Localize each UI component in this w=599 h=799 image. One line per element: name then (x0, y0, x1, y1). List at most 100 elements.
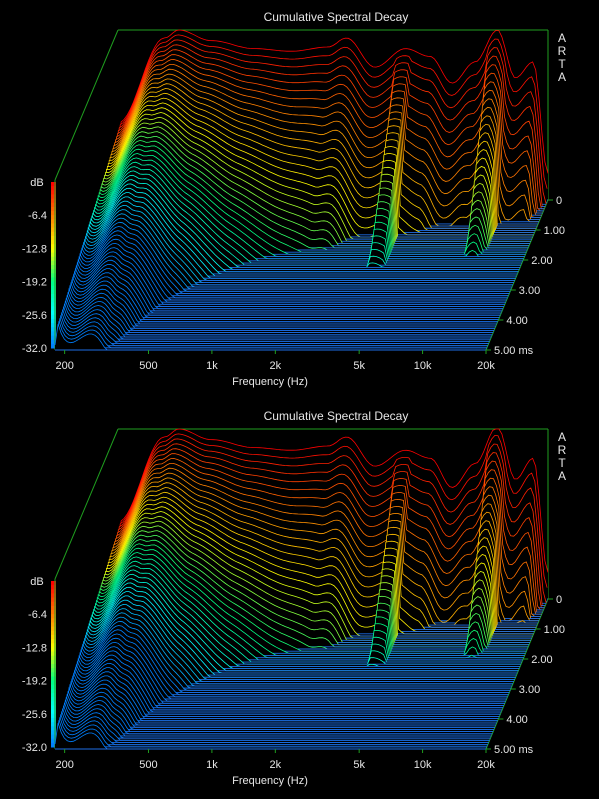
colorbar-segment (51, 265, 56, 270)
colorbar-segment (51, 206, 56, 212)
brand-letter: A (558, 31, 566, 45)
decay-slice (107, 83, 539, 225)
time-tick-label: 0 (556, 195, 562, 207)
colorbar-segment (51, 223, 56, 229)
colorbar-segment (51, 705, 56, 711)
colorbar-segment (51, 318, 56, 324)
colorbar-segment (51, 688, 56, 694)
decay-slice (114, 443, 546, 606)
colorbar-segment (51, 664, 56, 669)
colorbar-segment (51, 651, 56, 657)
colorbar-segment (51, 697, 56, 702)
chart-title: Cumulative Spectral Decay (264, 10, 409, 24)
decay-slice (112, 458, 543, 613)
brand-letter: A (558, 430, 566, 444)
time-ticks: 0 1.00 2.00 3.00 4.00 5.00 ms (486, 594, 565, 756)
colorbar-segment (51, 738, 56, 744)
colorbar-segment (51, 672, 56, 677)
colorbar-segment (51, 639, 56, 644)
z-tick-label: -32.0 (22, 742, 47, 754)
colorbar-segment (51, 713, 56, 719)
z-tick-label: -25.6 (22, 709, 47, 721)
x-ticks: 200 500 1k 2k 5k 10k 20k (55, 749, 495, 771)
colorbar-segment (51, 585, 56, 590)
x-tick-label: 2k (270, 759, 282, 771)
colorbar-segment (51, 709, 56, 715)
slice-fill (87, 587, 518, 673)
colorbar-segment (51, 248, 56, 254)
colorbar-segment (51, 302, 56, 307)
x-tick-label: 20k (477, 360, 495, 372)
colorbar-segment (51, 659, 56, 665)
x-tick-label: 5k (353, 759, 365, 771)
colorbar-segment (51, 289, 56, 295)
z-tick-label: -25.6 (22, 310, 47, 322)
colorbar-segment (51, 240, 56, 245)
axis-line (54, 428, 119, 580)
colorbar-segment (51, 306, 56, 312)
colorbar-segment (51, 581, 56, 586)
decay-slice (112, 59, 543, 214)
colorbar-segment (51, 343, 56, 349)
decay-slice (115, 438, 547, 604)
colorbar-segment (51, 235, 56, 241)
colorbar-segment (51, 726, 56, 731)
brand-letter: R (558, 44, 567, 58)
colorbar-segment (51, 701, 56, 706)
colorbar-segment (51, 676, 56, 682)
colorbar-segment (51, 335, 56, 341)
colorbar-segment (51, 684, 56, 690)
colorbar (51, 182, 56, 349)
decay-slice (113, 448, 545, 609)
axis-line (485, 598, 549, 750)
colorbar-segment (51, 643, 56, 648)
colorbar-segment (51, 244, 56, 249)
x-tick-label: 5k (353, 360, 365, 372)
x-tick-label: 10k (414, 360, 432, 372)
chart-title: Cumulative Spectral Decay (264, 409, 409, 423)
colorbar-segment (51, 610, 56, 615)
colorbar-segment (51, 202, 56, 208)
colorbar-segment (51, 227, 56, 233)
colorbar-segment (51, 622, 56, 628)
time-tick-label: 5.00 ms (494, 744, 534, 756)
colorbar-segment (51, 277, 56, 283)
colorbar-segment (51, 742, 56, 748)
time-tick-label: 5.00 ms (494, 345, 534, 357)
colorbar-segment (51, 626, 56, 632)
colorbar-segment (51, 215, 56, 220)
time-tick-label: 4.00 (506, 315, 527, 327)
colorbar-segment (51, 194, 56, 200)
axis-line (485, 199, 549, 351)
decay-slices (54, 29, 549, 351)
decay-slice (117, 428, 549, 573)
time-tick-label: 1.00 (544, 624, 565, 636)
colorbar-segment (51, 260, 56, 266)
z-tick-label: -19.2 (22, 676, 47, 688)
decay-slice (113, 49, 545, 210)
colorbar-segment (51, 327, 56, 332)
colorbar-segment (51, 182, 56, 187)
slice-fill (55, 324, 486, 350)
decay-slice (109, 73, 540, 220)
time-tick-label: 2.00 (531, 255, 552, 267)
z-tick-label: -32.0 (22, 343, 47, 355)
colorbar-segment (51, 630, 56, 636)
colorbar-segment (51, 190, 56, 195)
time-tick-label: 1.00 (544, 225, 565, 237)
brand-letter: T (558, 456, 566, 470)
decay-slice (111, 463, 542, 615)
colorbar-segment (51, 219, 56, 224)
brand-letter: A (558, 469, 566, 483)
colorbar-segment (51, 211, 56, 216)
decay-slice (106, 88, 538, 227)
x-tick-label: 20k (477, 759, 495, 771)
colorbar-segment (51, 605, 56, 611)
x-axis-label: Frequency (Hz) (232, 775, 308, 787)
colorbar-segment (51, 252, 56, 258)
colorbar-segment (51, 593, 56, 599)
x-tick-label: 500 (139, 360, 157, 372)
